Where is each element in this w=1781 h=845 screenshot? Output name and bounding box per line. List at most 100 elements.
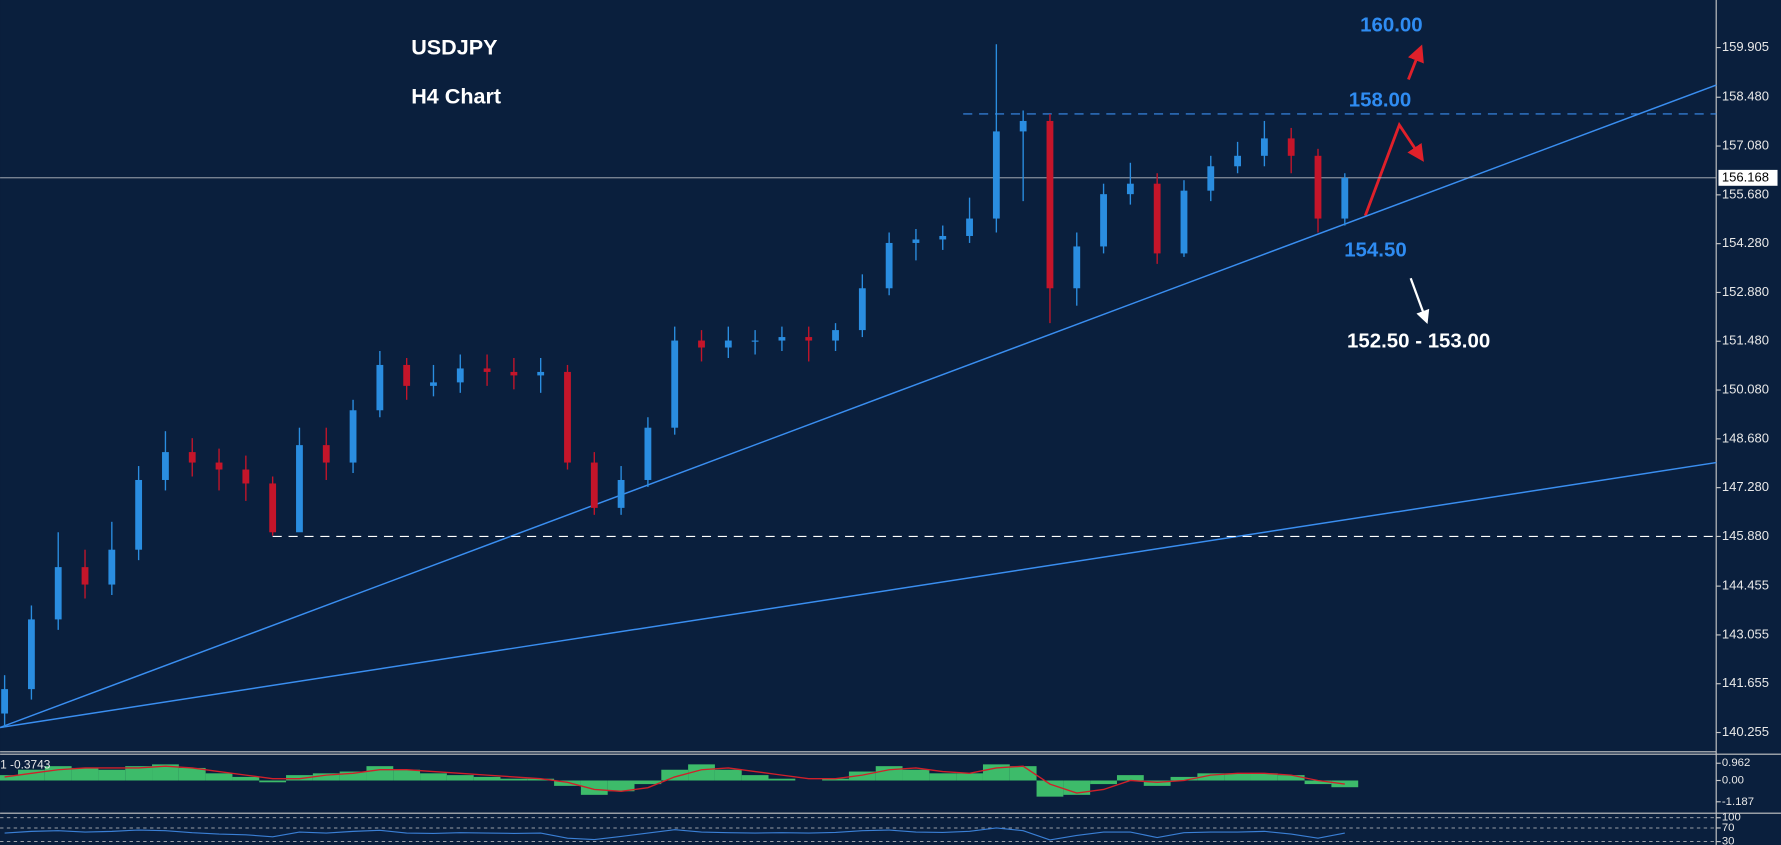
arrow — [1409, 277, 1430, 324]
candle-body — [1073, 246, 1081, 289]
y-tick-label: 151.480 — [1722, 333, 1769, 348]
last-price-label: 156.168 — [1722, 169, 1769, 184]
candle-body — [28, 619, 35, 690]
candle-body — [939, 235, 947, 240]
y-tick-label: 145.880 — [1722, 528, 1769, 543]
candle-body — [1126, 183, 1134, 195]
histogram-bar — [688, 764, 715, 781]
histogram-bar — [714, 769, 742, 781]
signal-line — [4, 765, 1345, 794]
histogram-bar — [822, 778, 849, 781]
histogram-bar — [902, 769, 930, 781]
histogram-bar — [1009, 766, 1037, 781]
y-tick-label: 0.962 — [1722, 757, 1750, 769]
histogram-bar — [125, 766, 153, 781]
histogram-bar — [312, 773, 340, 781]
histogram-bar — [956, 773, 983, 781]
indicator-label: 1 -0.3743 — [0, 758, 51, 772]
histogram-bar — [1036, 780, 1064, 797]
histogram-bar — [71, 767, 99, 781]
histogram-bar — [875, 766, 903, 781]
candle-body — [805, 337, 813, 341]
candle-body — [1100, 194, 1107, 247]
histogram-bar — [741, 775, 769, 781]
y-tick-label: 70 — [1722, 822, 1735, 834]
candle-body — [81, 567, 89, 585]
candle-body — [564, 371, 571, 463]
y-tick-label: 147.280 — [1722, 479, 1769, 494]
candle-body — [1287, 138, 1295, 156]
histogram-bar — [0, 775, 19, 781]
level-annotation: 160.00 — [1360, 14, 1423, 37]
y-tick-label: 154.280 — [1722, 235, 1769, 250]
candle-body — [296, 445, 303, 533]
candle-body — [242, 469, 250, 484]
histogram-bar — [98, 769, 126, 781]
y-tick-label: 159.905 — [1722, 39, 1769, 54]
histogram-bar — [1224, 773, 1251, 781]
candle-body — [456, 368, 464, 383]
histogram-bar — [929, 773, 957, 781]
chart-subtitle: H4 Chart — [411, 83, 501, 108]
trendline — [0, 461, 1717, 729]
y-tick-label: 148.680 — [1722, 430, 1769, 445]
arrow — [1407, 44, 1424, 81]
y-tick-label: 150.080 — [1722, 382, 1769, 397]
histogram-bar — [366, 766, 394, 781]
histogram-bar — [1090, 780, 1117, 785]
y-tick-label: 100 — [1722, 812, 1741, 824]
histogram-bar — [259, 780, 287, 783]
histogram-bar — [286, 775, 313, 781]
chart-title: USDJPY — [411, 35, 498, 60]
histogram-bar — [634, 780, 662, 785]
y-tick-label: 143.055 — [1722, 626, 1769, 641]
candle-body — [1019, 120, 1027, 132]
histogram-bar — [1143, 780, 1171, 786]
histogram-bar — [1250, 773, 1278, 781]
histogram-bar — [446, 775, 474, 781]
y-tick-label: 144.455 — [1722, 578, 1769, 593]
candle-body — [1260, 138, 1268, 156]
histogram-bar — [1304, 780, 1332, 785]
candle-body — [751, 340, 759, 342]
rsi-line — [4, 827, 1345, 841]
candle-body — [1046, 120, 1054, 289]
candle-body — [671, 340, 679, 428]
histogram-bar — [848, 771, 876, 781]
histogram-bar — [420, 773, 447, 781]
candle-body — [269, 483, 277, 533]
level-annotation: 152.50 - 153.00 — [1347, 329, 1490, 352]
candle-body — [135, 479, 143, 550]
candle-body — [1341, 177, 1349, 219]
y-tick-label: 30 — [1722, 836, 1735, 845]
histogram-bar — [982, 764, 1010, 781]
histogram-bar — [393, 769, 421, 781]
histogram-bar — [500, 778, 528, 781]
y-tick-label: 140.255 — [1722, 724, 1769, 739]
histogram-bar — [1197, 773, 1225, 781]
candle-body — [1180, 190, 1188, 254]
candle-body — [483, 368, 491, 372]
y-tick-label: -1.187 — [1722, 796, 1754, 808]
histogram-bar — [768, 778, 796, 781]
candle-body — [403, 364, 411, 386]
candle-body — [832, 330, 839, 341]
histogram-bar — [1170, 776, 1198, 781]
histogram-bar — [661, 769, 689, 781]
candle-body — [376, 364, 384, 411]
histogram-bar — [527, 778, 555, 781]
candle-body — [724, 340, 732, 348]
candle-body — [430, 382, 437, 386]
histogram-bar — [339, 771, 367, 781]
histogram-bar — [580, 780, 608, 795]
y-tick-label: 158.480 — [1722, 89, 1769, 104]
candle-body — [590, 462, 598, 508]
candle-body — [644, 427, 652, 480]
candle-body — [349, 410, 357, 463]
candle-body — [188, 452, 196, 463]
histogram-bar — [178, 767, 206, 781]
level-annotation: 158.00 — [1349, 88, 1412, 111]
histogram-bar — [554, 780, 581, 786]
level-annotation: 154.50 — [1344, 238, 1407, 261]
